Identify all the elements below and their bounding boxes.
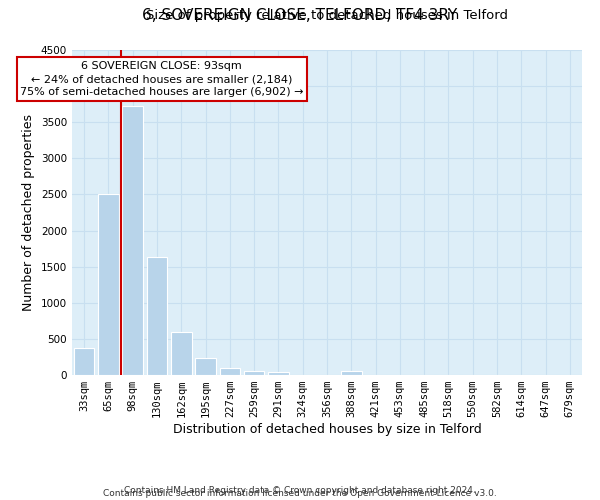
Bar [220,368,240,375]
Bar [74,348,94,375]
Text: Contains public sector information licensed under the Open Government Licence v3: Contains public sector information licen… [103,488,497,498]
Title: Size of property relative to detached houses in Telford: Size of property relative to detached ho… [146,10,508,22]
Bar [171,332,191,375]
X-axis label: Distribution of detached houses by size in Telford: Distribution of detached houses by size … [173,423,481,436]
Text: 6 SOVEREIGN CLOSE: 93sqm
← 24% of detached houses are smaller (2,184)
75% of sem: 6 SOVEREIGN CLOSE: 93sqm ← 24% of detach… [20,61,304,97]
Bar [122,106,143,375]
Text: Contains HM Land Registry data © Crown copyright and database right 2024.: Contains HM Land Registry data © Crown c… [124,486,476,495]
Y-axis label: Number of detached properties: Number of detached properties [22,114,35,311]
Bar [244,370,265,375]
Bar [268,372,289,375]
Text: 6, SOVEREIGN CLOSE, TELFORD, TF4 3RY: 6, SOVEREIGN CLOSE, TELFORD, TF4 3RY [142,8,458,22]
Bar [341,370,362,375]
Bar [195,358,216,375]
Bar [146,256,167,375]
Bar [98,194,119,375]
